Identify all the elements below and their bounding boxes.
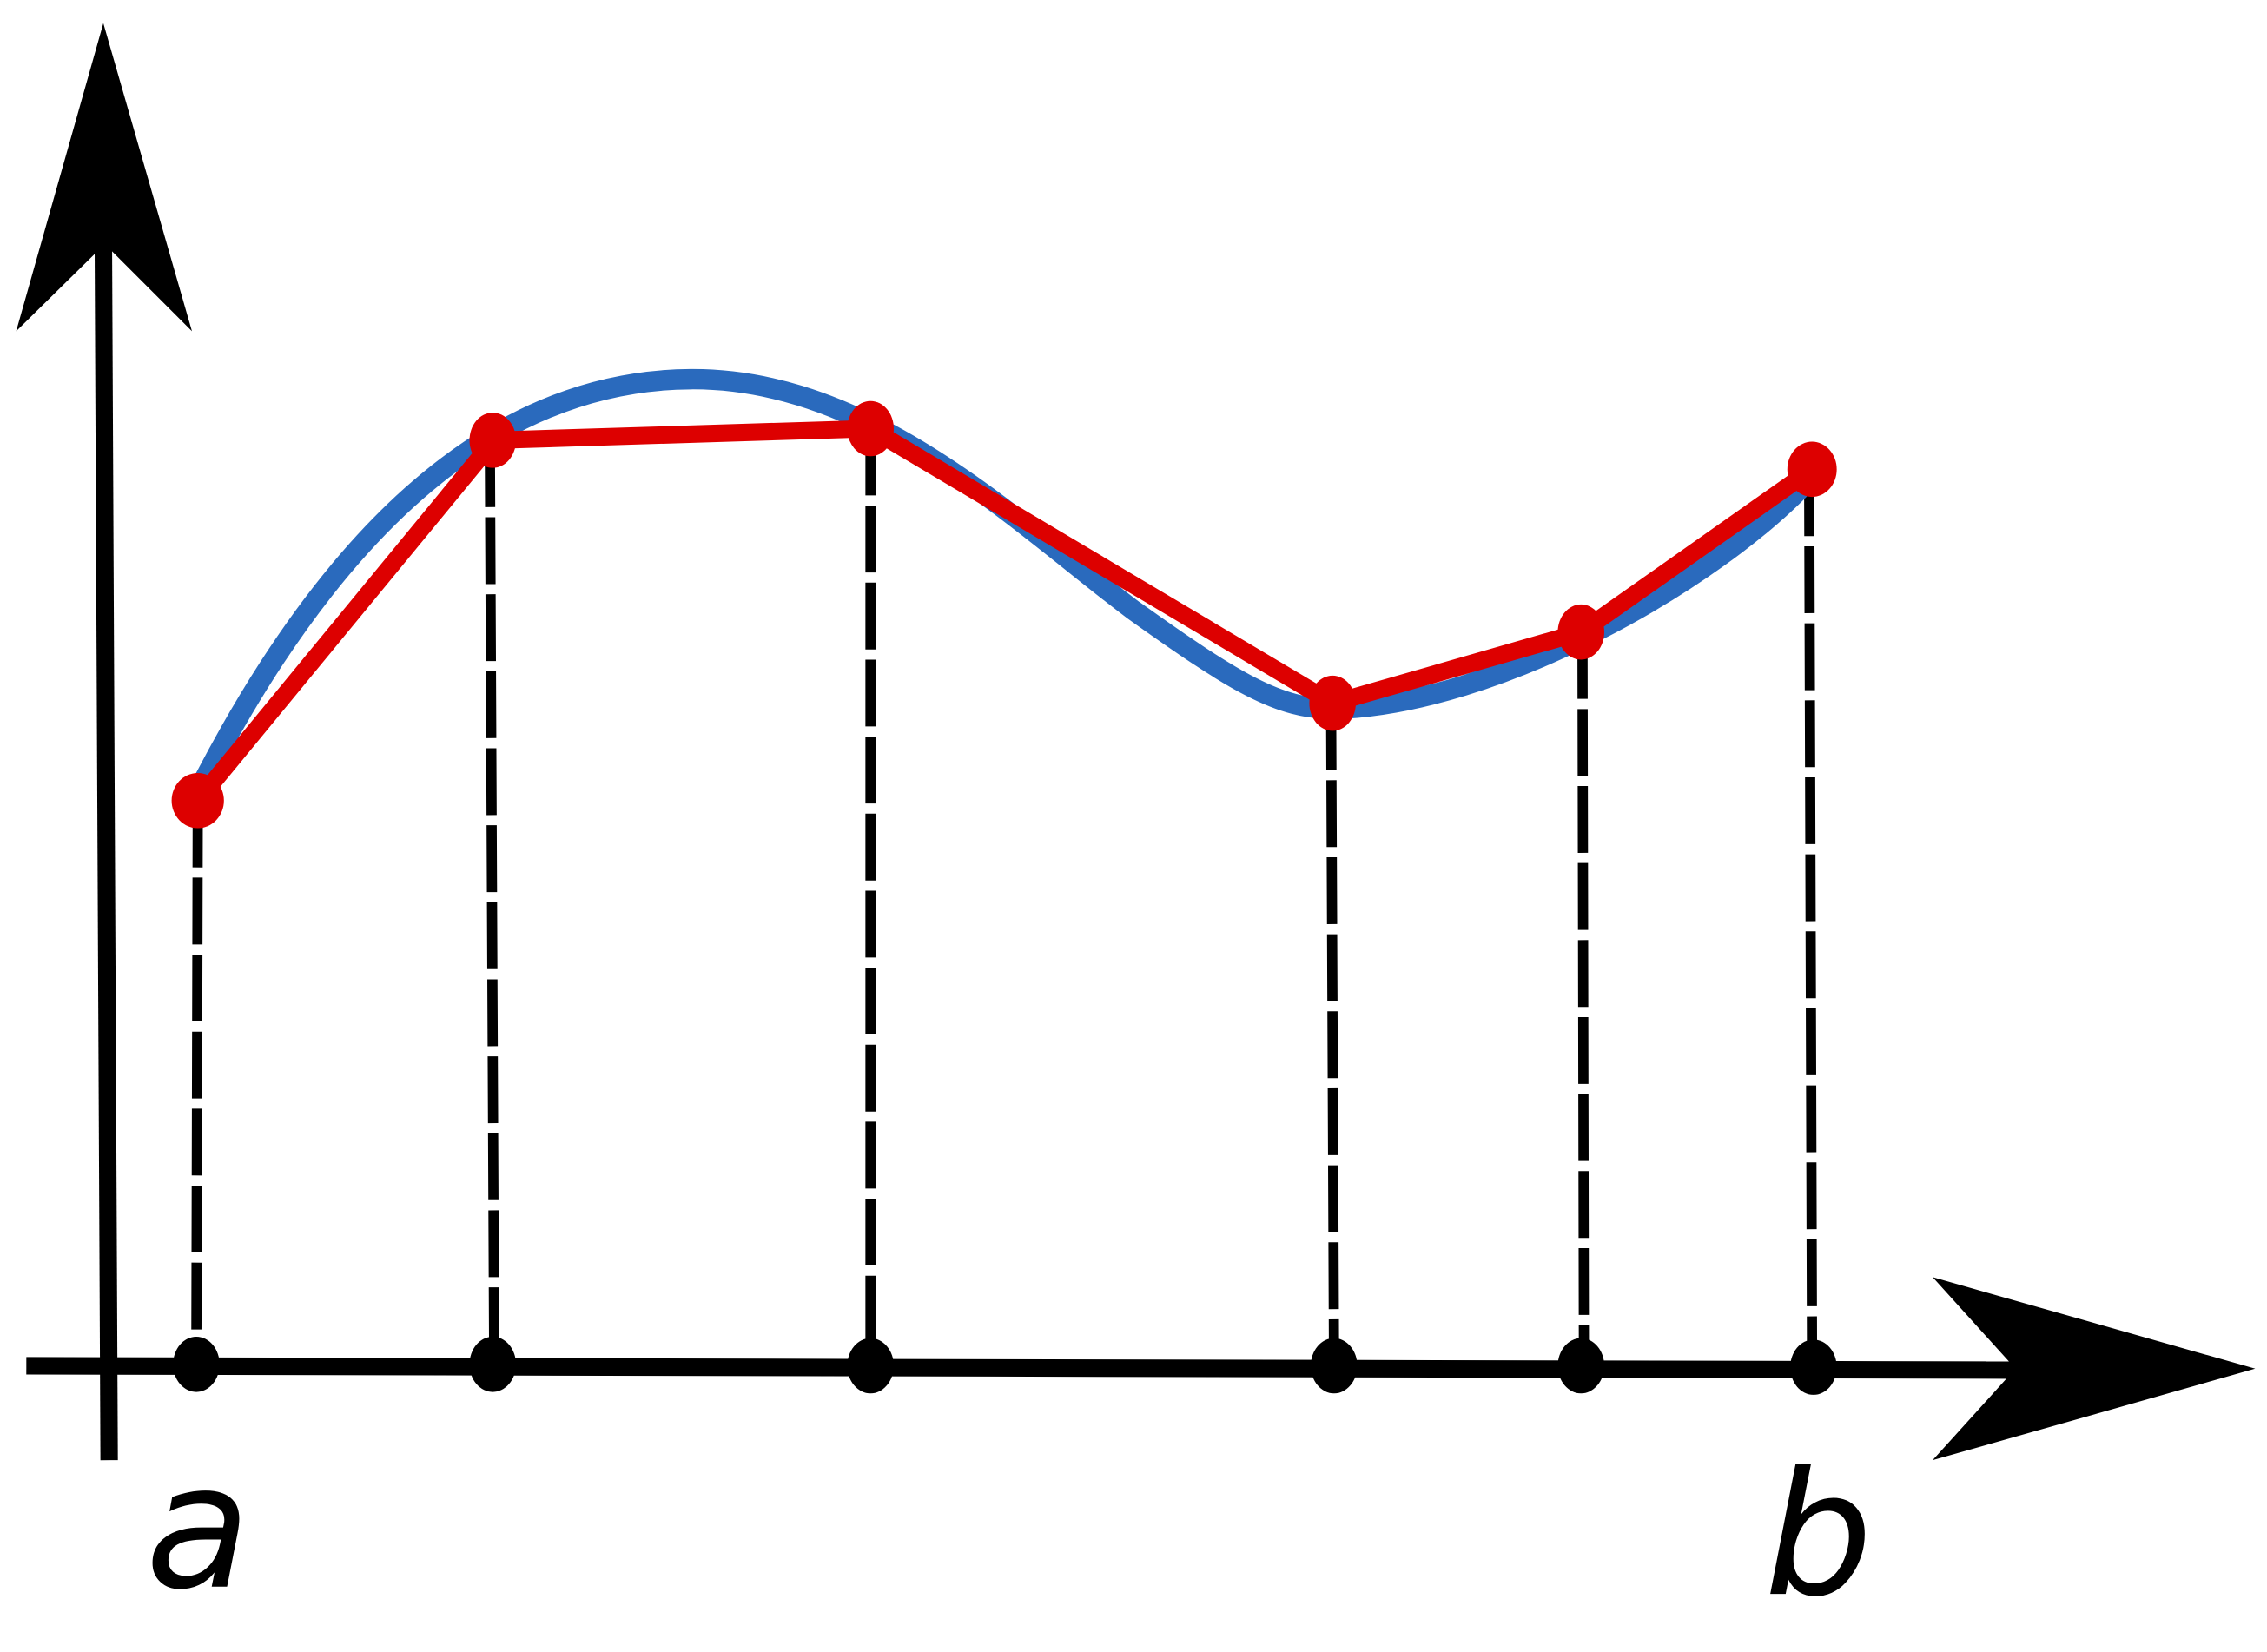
function-point: [1309, 675, 1356, 731]
function-point: [469, 413, 517, 468]
axes: [16, 23, 2256, 1461]
function-points: [171, 400, 1837, 829]
partition-line: [485, 439, 499, 1359]
y-axis-arrowhead: [16, 23, 193, 332]
x-axis-line: [26, 1357, 2020, 1379]
function-point: [171, 772, 224, 829]
partition-node: [1790, 1339, 1837, 1395]
function-curve: [188, 368, 1817, 797]
partition-line: [1325, 703, 1339, 1359]
partition-node: [1557, 1338, 1604, 1394]
function-point: [847, 400, 894, 457]
label-b: b: [1764, 1435, 1873, 1635]
label-a: a: [145, 1428, 250, 1628]
partition-node: [469, 1336, 517, 1392]
x-axis-arrowhead: [1933, 1277, 2256, 1461]
partition-line: [1804, 469, 1818, 1359]
partition-node: [173, 1336, 220, 1392]
partition-line: [191, 800, 203, 1359]
y-axis-line: [94, 239, 118, 1461]
partition-node: [1311, 1338, 1358, 1394]
piecewise-linear-approximation: [190, 420, 1817, 807]
function-point: [1557, 604, 1604, 660]
partition-line: [1577, 631, 1590, 1359]
partition-nodes: [173, 1336, 1837, 1395]
partition-node: [847, 1338, 894, 1394]
partition-lines: [191, 428, 1818, 1359]
function-point: [1787, 441, 1837, 498]
